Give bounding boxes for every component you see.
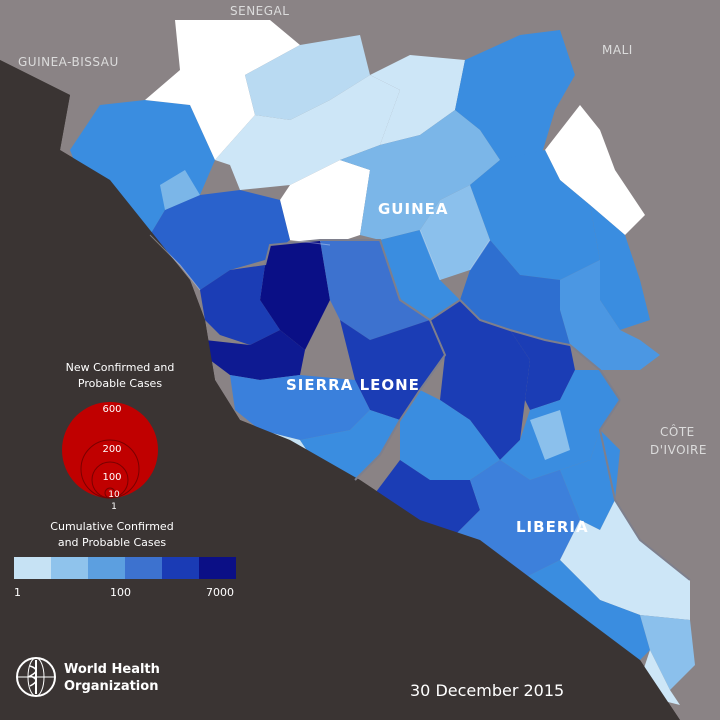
legend-new-cases: New Confirmed and Probable Cases 600 200… xyxy=(62,361,174,512)
label-mali: MALI xyxy=(602,43,633,57)
legend-scale-max: 7000 xyxy=(206,586,234,599)
legend-swatch xyxy=(199,557,236,579)
legend-cum-title-2: and Probable Cases xyxy=(58,536,167,549)
legend-scale-bar xyxy=(14,557,236,579)
district xyxy=(590,205,650,330)
district xyxy=(340,320,445,420)
label-sierra-leone: SIERRA LEONE xyxy=(286,376,420,394)
district xyxy=(400,390,500,480)
district xyxy=(460,240,570,345)
legend-swatch xyxy=(51,557,88,579)
district xyxy=(215,75,400,190)
bubble-label-1: 1 xyxy=(111,502,117,512)
bubble-label-200: 200 xyxy=(102,444,121,455)
district xyxy=(340,110,500,240)
district xyxy=(545,105,645,235)
district xyxy=(230,375,370,440)
bubble-label-10: 10 xyxy=(108,490,120,500)
legend-swatch xyxy=(88,557,125,579)
legend-swatch xyxy=(125,557,162,579)
district xyxy=(560,500,690,620)
bubble-label-100: 100 xyxy=(102,472,121,483)
ocean-coast xyxy=(0,60,680,720)
district xyxy=(280,160,370,245)
border-sierraleone-liberia xyxy=(354,319,447,481)
legend-cumulative: Cumulative Confirmed and Probable Cases … xyxy=(14,520,236,599)
district xyxy=(455,30,575,160)
district xyxy=(420,185,490,280)
who-logo: World Health Organization xyxy=(16,657,160,697)
guinea-districts xyxy=(70,20,660,370)
legend-scale-min: 1 xyxy=(14,586,21,599)
district xyxy=(320,240,430,340)
border-guinea-liberia xyxy=(429,298,621,401)
district xyxy=(245,35,370,120)
legend-new-title-2: Probable Cases xyxy=(78,377,162,390)
label-senegal: SENEGAL xyxy=(230,4,289,18)
district xyxy=(510,330,575,410)
district xyxy=(260,240,330,350)
sierra-leone-districts xyxy=(200,240,445,480)
district-lines xyxy=(149,229,491,291)
who-name-2: Organization xyxy=(64,679,158,694)
bubble-label-600: 600 xyxy=(102,404,121,415)
legend-swatch xyxy=(14,557,51,579)
district xyxy=(145,20,300,160)
district xyxy=(640,615,695,690)
label-cote-divoire-1: CÔTE xyxy=(660,424,695,439)
label-guinea-bissau: GUINEA-BISSAU xyxy=(18,55,119,69)
district xyxy=(200,265,280,345)
district xyxy=(160,170,200,210)
who-emblem-icon xyxy=(16,657,56,697)
legend-new-title-1: New Confirmed and xyxy=(66,361,175,374)
district xyxy=(430,300,530,460)
bubble-600 xyxy=(62,402,158,498)
border-liberia-cotedivoire xyxy=(598,399,691,581)
district xyxy=(370,460,480,540)
district xyxy=(370,55,465,145)
district xyxy=(205,330,305,380)
legend-scale-mid: 100 xyxy=(110,586,131,599)
label-cote-divoire-2: D'IVOIRE xyxy=(650,443,707,457)
district xyxy=(150,190,290,290)
legend-swatch xyxy=(162,557,199,579)
district xyxy=(640,650,680,705)
district xyxy=(530,410,570,460)
label-liberia: LIBERIA xyxy=(516,518,589,536)
bubble-10 xyxy=(104,487,116,499)
district xyxy=(560,260,660,370)
map-date: 30 December 2015 xyxy=(410,681,564,700)
legend-cum-title-1: Cumulative Confirmed xyxy=(50,520,173,533)
border-guinea-sierraleone xyxy=(264,239,431,321)
liberia-districts xyxy=(370,300,695,705)
district xyxy=(470,150,600,280)
who-name-1: World Health xyxy=(64,662,160,677)
label-guinea: GUINEA xyxy=(378,200,448,218)
